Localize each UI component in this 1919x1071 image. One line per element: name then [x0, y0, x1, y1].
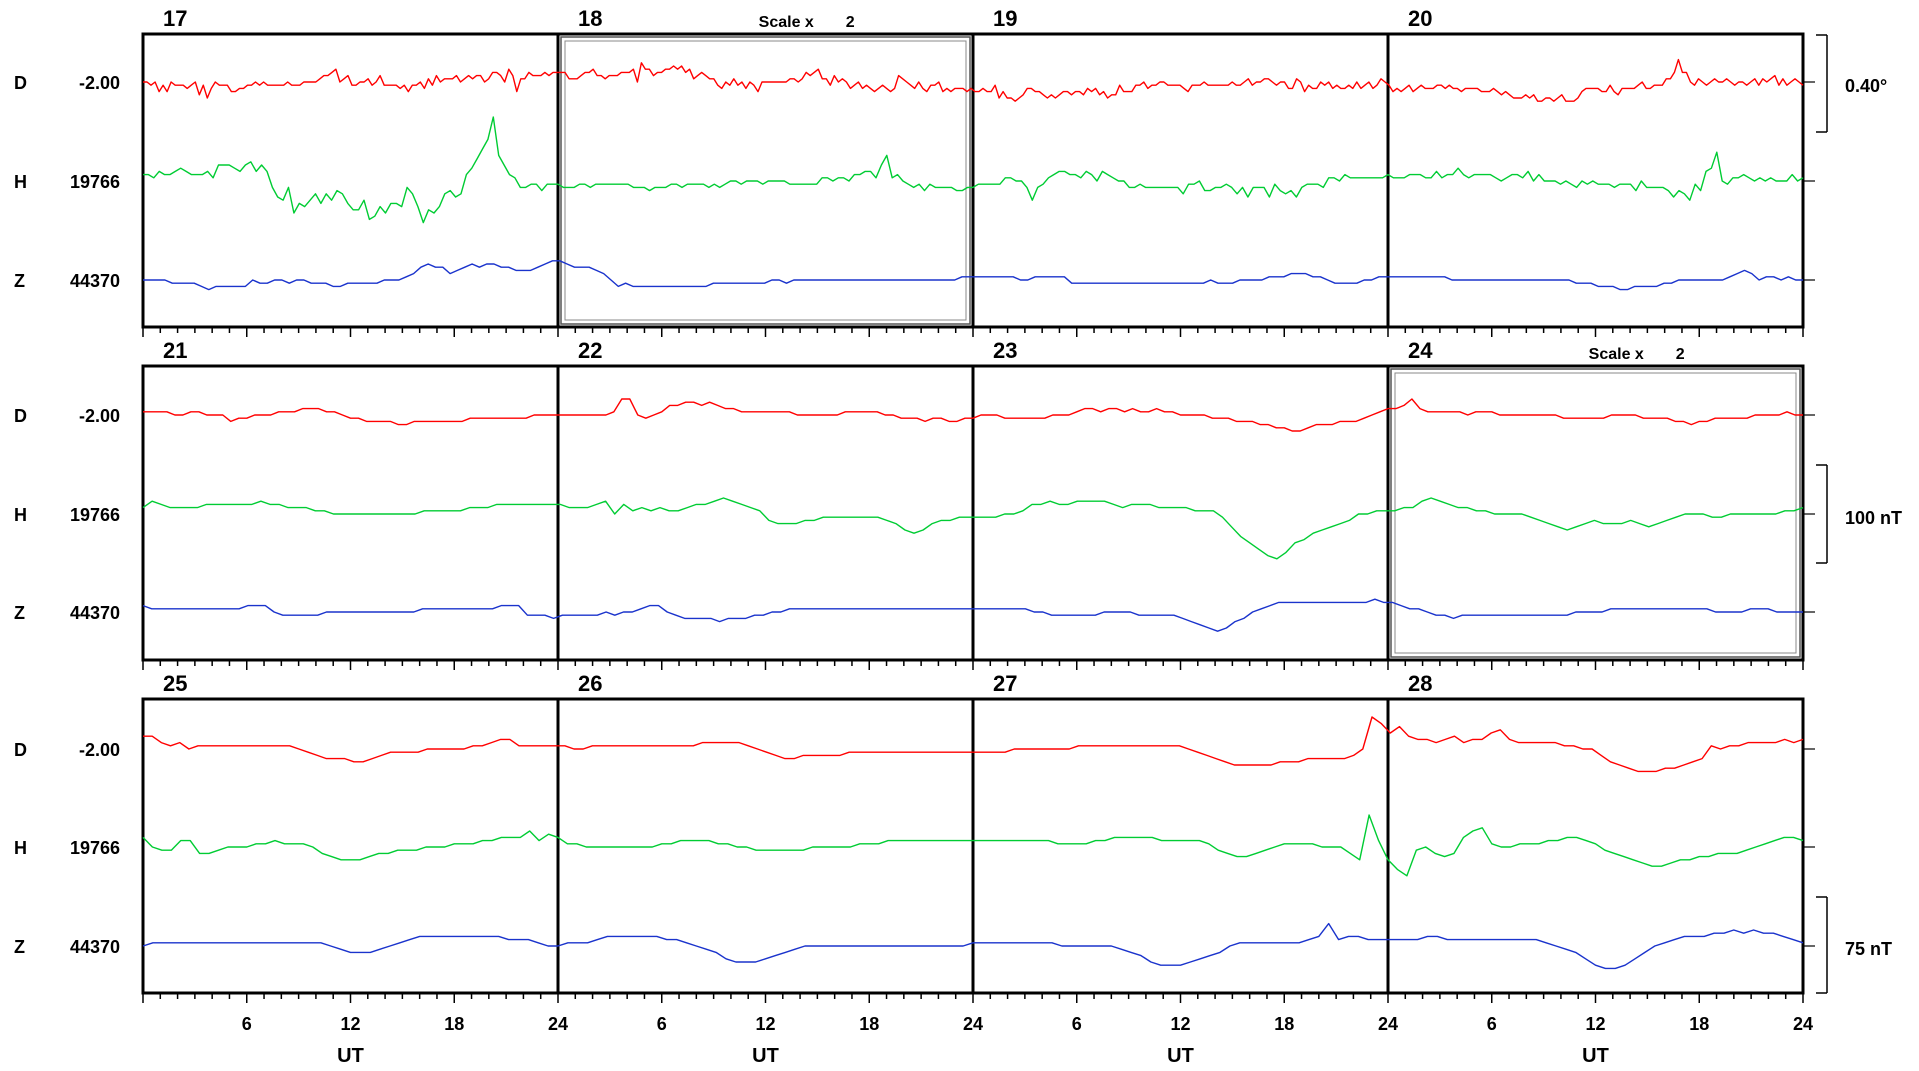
day-label: 17 — [163, 6, 187, 31]
day-label: 20 — [1408, 6, 1432, 31]
x-tick-label: 12 — [340, 1014, 360, 1034]
x-axis-unit-label: UT — [1582, 1045, 1609, 1067]
series-H-line — [142, 814, 1804, 877]
scale-bar-label: 75 nT — [1845, 939, 1892, 959]
series-D-line — [143, 398, 1803, 432]
baseline-label: 44370 — [70, 271, 120, 291]
scaled-panel-frame — [560, 36, 971, 325]
scaled-panel-frame — [1390, 368, 1801, 658]
x-tick-label: 6 — [1487, 1014, 1497, 1034]
x-tick-label: 18 — [859, 1014, 879, 1034]
series-D-line — [143, 716, 1804, 773]
channel-label: Z — [14, 271, 25, 291]
x-tick-label: 6 — [657, 1014, 667, 1034]
day-label: 26 — [578, 671, 602, 696]
x-tick-label: 18 — [1274, 1014, 1294, 1034]
day-label: 23 — [993, 338, 1017, 363]
channel-label: H — [14, 172, 27, 192]
series-Z-line — [142, 598, 1803, 632]
x-tick-label: 18 — [1689, 1014, 1709, 1034]
x-tick-label: 6 — [1072, 1014, 1082, 1034]
scale-bar-label: 100 nT — [1845, 508, 1902, 528]
baseline-label: 44370 — [70, 937, 120, 957]
x-axis-unit-label: UT — [1167, 1045, 1194, 1067]
day-label: 25 — [163, 671, 187, 696]
series-D-line — [143, 58, 1804, 102]
channel-label: Z — [14, 937, 25, 957]
chart-row-1 — [141, 32, 1828, 337]
x-tick-label: 12 — [755, 1014, 775, 1034]
channel-label: H — [14, 505, 27, 525]
scale-note-factor: 2 — [846, 14, 855, 31]
baseline-label: 19766 — [70, 172, 120, 192]
scale-note-factor: 2 — [1676, 346, 1685, 363]
baseline-label: -2.00 — [79, 740, 120, 760]
chart-row-3 — [141, 697, 1828, 1003]
scale-note-label: Scale x — [759, 14, 814, 31]
channel-label: H — [14, 838, 27, 858]
day-label: 18 — [578, 6, 602, 31]
x-tick-label: 24 — [1793, 1014, 1813, 1034]
x-tick-label: 12 — [1170, 1014, 1190, 1034]
channel-label: D — [14, 740, 27, 760]
scale-note-label: Scale x — [1589, 346, 1644, 363]
baseline-label: 44370 — [70, 603, 120, 623]
day-label: 19 — [993, 6, 1017, 31]
day-label: 27 — [993, 671, 1017, 696]
x-axis-unit-label: UT — [337, 1045, 364, 1067]
channel-label: D — [14, 73, 27, 93]
x-tick-label: 18 — [444, 1014, 464, 1034]
scaled-panel-frame-inner — [564, 40, 967, 321]
day-label: 22 — [578, 338, 602, 363]
x-tick-label: 6 — [242, 1014, 252, 1034]
x-tick-label: 12 — [1585, 1014, 1605, 1034]
day-label: 28 — [1408, 671, 1432, 696]
channel-label: D — [14, 406, 27, 426]
x-tick-label: 24 — [548, 1014, 568, 1034]
x-tick-label: 24 — [1378, 1014, 1398, 1034]
baseline-label: 19766 — [70, 505, 120, 525]
series-H-line — [143, 116, 1804, 224]
x-axis-unit-label: UT — [752, 1045, 779, 1067]
x-tick-label: 24 — [963, 1014, 983, 1034]
baseline-label: -2.00 — [79, 73, 120, 93]
series-H-line — [142, 497, 1804, 560]
baseline-label: -2.00 — [79, 406, 120, 426]
series-Z-line — [142, 922, 1804, 970]
scaled-panel-frame-inner — [1394, 372, 1797, 654]
series-Z-line — [143, 260, 1803, 291]
scale-bar-label: 0.40° — [1845, 76, 1887, 96]
day-label: 21 — [163, 338, 187, 363]
baseline-label: 19766 — [70, 838, 120, 858]
channel-label: Z — [14, 603, 25, 623]
chart-row-2 — [141, 364, 1828, 670]
day-label: 24 — [1408, 338, 1433, 363]
